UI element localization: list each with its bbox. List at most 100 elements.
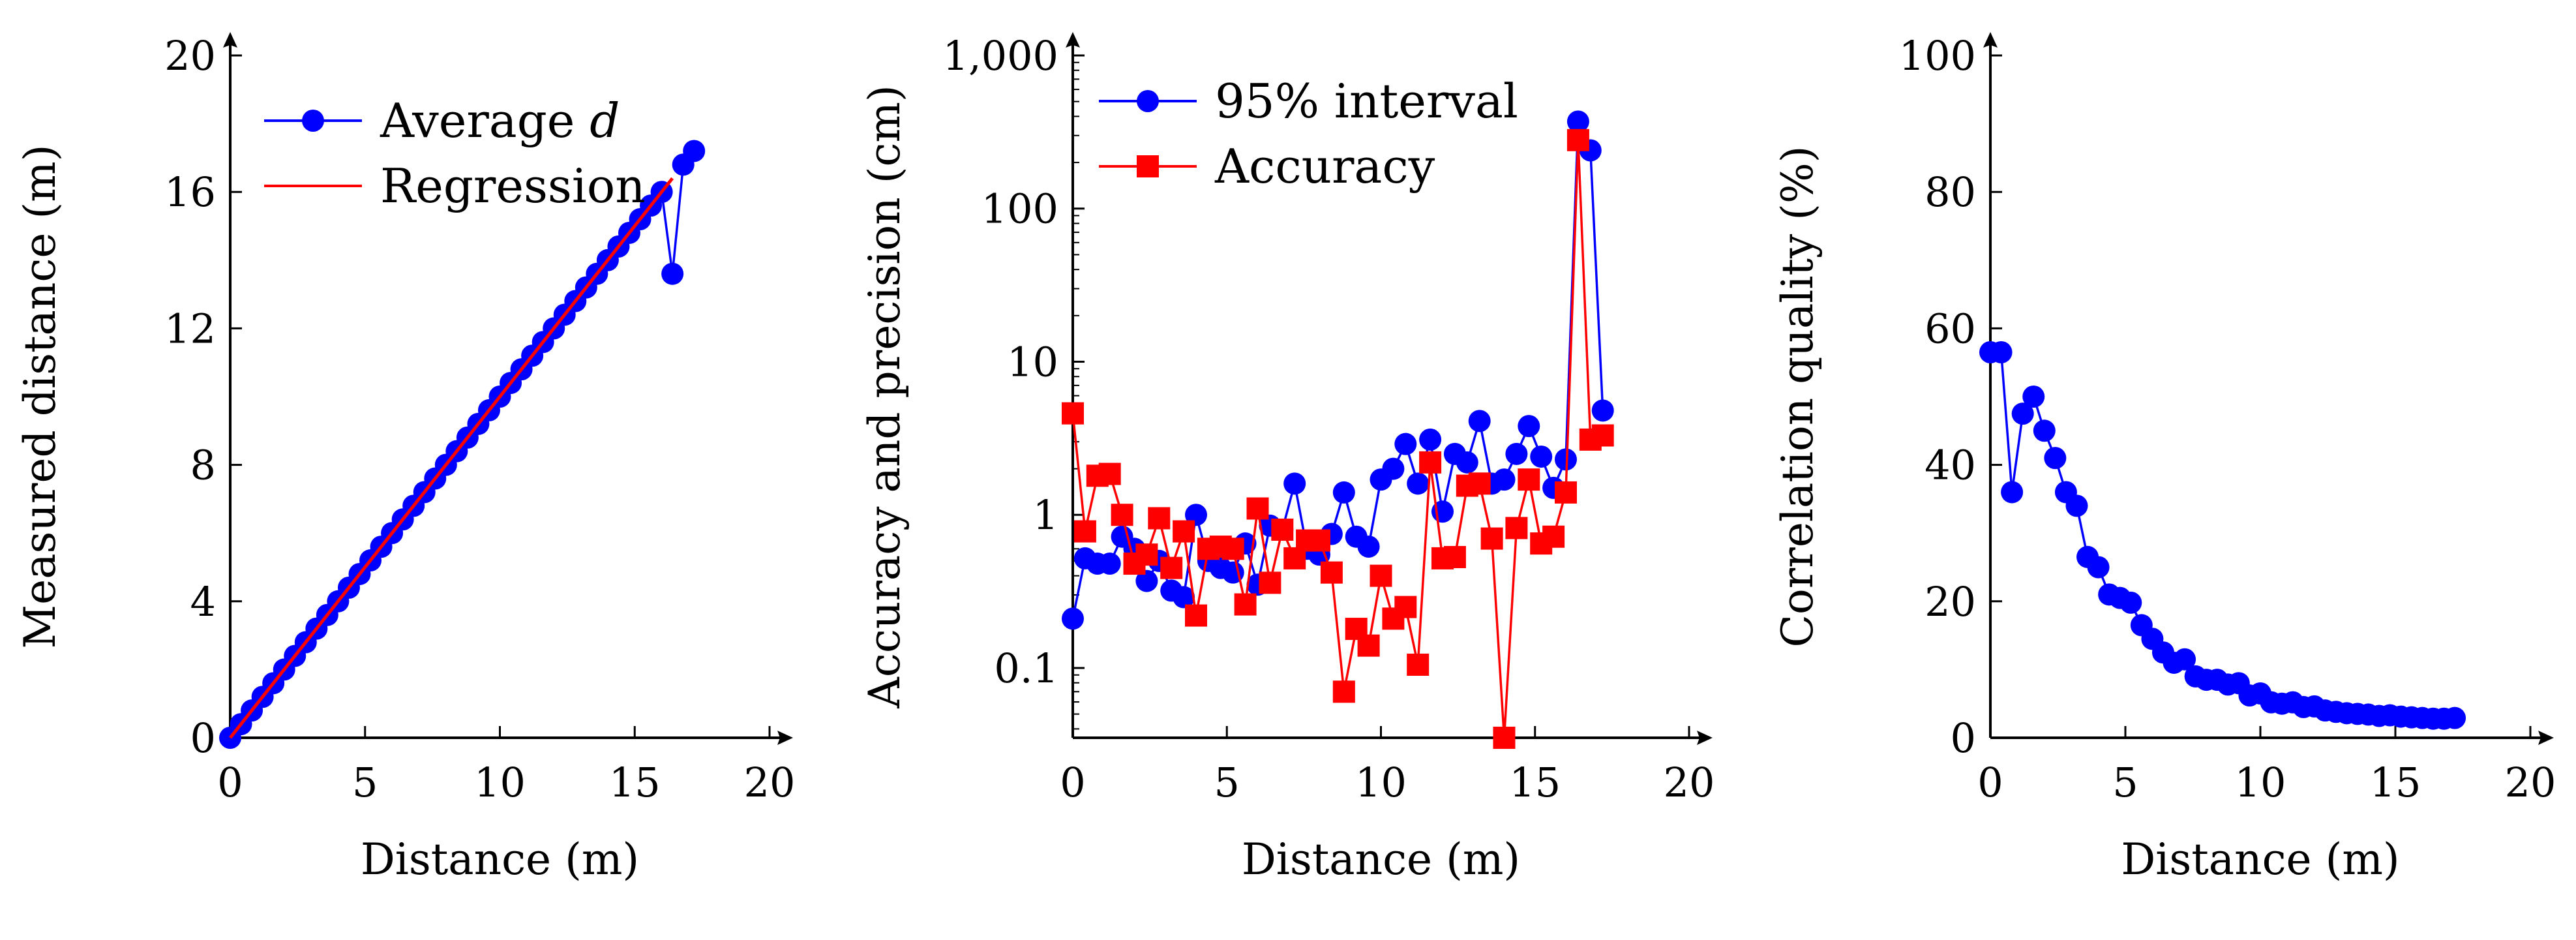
data-point-interval	[1382, 457, 1405, 480]
y-tick-label: 20	[164, 32, 216, 80]
data-point-interval	[1530, 445, 1553, 468]
data-point-cq	[2065, 494, 2088, 517]
data-point-acc	[1073, 520, 1096, 543]
data-point-acc	[1332, 680, 1355, 703]
y-axis-label: Measured distance (m)	[15, 145, 65, 649]
data-point-acc	[1407, 653, 1430, 676]
data-point-cq	[2119, 591, 2142, 614]
data-point-acc	[1493, 727, 1516, 749]
data-point-cq	[1990, 341, 2013, 364]
data-point-acc	[1271, 518, 1294, 541]
data-point-avg	[683, 140, 706, 162]
x-tick-label: 20	[744, 759, 796, 806]
data-point-interval	[1283, 472, 1306, 495]
legend-label-italic: d	[590, 93, 620, 148]
data-point-acc	[1320, 561, 1343, 584]
data-point-interval	[1566, 110, 1589, 133]
data-point-cq	[2001, 481, 2024, 504]
x-tick-label: 5	[2112, 759, 2138, 806]
x-tick-label: 0	[1060, 759, 1085, 806]
x-tick-label: 10	[1355, 759, 1407, 806]
x-tick-label: 20	[2505, 759, 2556, 806]
data-point-acc	[1234, 593, 1257, 616]
series-line-reg	[229, 177, 674, 739]
data-point-interval	[1419, 428, 1442, 451]
data-point-acc	[1173, 520, 1195, 543]
y-axis-arrow-icon	[1983, 32, 1998, 48]
legend-label-text: Accuracy	[1214, 139, 1435, 194]
data-point-acc	[1160, 556, 1183, 579]
legend-label: Accuracy	[1214, 139, 1435, 194]
data-point-acc	[1394, 596, 1417, 618]
x-tick-label: 5	[1214, 759, 1240, 806]
y-tick-label: 100	[1899, 32, 1976, 80]
data-point-acc	[1542, 525, 1565, 548]
y-axis-label: Correlation quality (%)	[1773, 145, 1823, 647]
data-point-acc	[1259, 571, 1281, 594]
legend-marker-icon	[1137, 155, 1159, 177]
data-point-acc	[1221, 538, 1244, 560]
y-axis-arrow-icon	[223, 32, 237, 48]
data-point-interval	[1357, 535, 1380, 558]
data-point-acc	[1246, 497, 1269, 520]
legend-marker-icon	[302, 110, 324, 132]
data-point-acc	[1148, 507, 1171, 530]
data-point-interval	[1394, 432, 1417, 455]
y-tick-label: 0.1	[994, 644, 1058, 692]
legend-label-text: Average	[380, 93, 590, 148]
data-point-cq	[2087, 556, 2110, 579]
y-tick-label: 1	[1033, 491, 1058, 539]
x-tick-label: 0	[217, 759, 243, 806]
data-point-interval	[1505, 442, 1528, 465]
series-line-cq	[1990, 351, 2455, 720]
data-point-acc	[1111, 504, 1133, 526]
y-axis-label: Accuracy and precision (cm)	[860, 85, 910, 709]
x-tick-label: 15	[1509, 759, 1561, 806]
data-point-acc	[1480, 527, 1503, 550]
data-point-cq	[2044, 447, 2067, 470]
data-point-acc	[1062, 402, 1084, 425]
data-point-interval	[1173, 586, 1195, 609]
data-point-interval	[1493, 468, 1516, 491]
x-tick-label: 10	[2235, 759, 2286, 806]
x-tick-label: 15	[609, 759, 661, 806]
x-axis-arrow-icon	[1697, 731, 1713, 745]
legend-label: Average d	[380, 93, 620, 148]
y-tick-label: 10	[1007, 338, 1058, 386]
x-tick-label: 5	[352, 759, 378, 806]
y-tick-label: 80	[1925, 168, 1976, 216]
data-point-acc	[1098, 462, 1121, 485]
data-point-acc	[1443, 545, 1466, 568]
data-point-interval	[1135, 569, 1158, 592]
data-point-avg	[661, 262, 684, 285]
x-tick-label: 15	[2370, 759, 2421, 806]
data-point-acc	[1357, 634, 1380, 657]
y-tick-label: 0	[190, 714, 216, 762]
x-tick-label: 20	[1664, 759, 1715, 806]
data-point-acc	[1185, 604, 1207, 627]
data-point-acc	[1591, 424, 1614, 447]
data-point-acc	[1468, 472, 1491, 495]
x-tick-label: 0	[1977, 759, 2003, 806]
chart-accuracy-precision: 0 5 10 15 20 0.1 1 10 100 1,000 Distance (m) Accura…	[860, 32, 1715, 885]
data-point-acc	[1135, 543, 1158, 566]
legend-label-text: 95% interval	[1215, 74, 1518, 129]
y-tick-label: 60	[1925, 305, 1976, 352]
y-tick-label: 40	[1925, 442, 1976, 489]
chart-measured-distance: 0 5 10 15 20 0 4 8 12 16 20 Distance (m) Measured di…	[15, 32, 795, 885]
y-tick-label: 4	[190, 578, 216, 626]
data-point-interval	[1591, 399, 1614, 422]
data-point-acc	[1308, 529, 1330, 552]
x-axis-label: Distance (m)	[361, 834, 639, 885]
y-tick-label: 20	[1925, 578, 1976, 626]
data-point-cq	[2174, 648, 2196, 671]
data-point-interval	[1456, 451, 1478, 474]
y-tick-label: 100	[981, 185, 1058, 233]
x-tick-label: 10	[474, 759, 526, 806]
legend-label: 95% interval	[1215, 74, 1518, 129]
y-axis-arrow-icon	[1066, 32, 1080, 48]
data-point-cq	[2444, 706, 2466, 729]
data-point-acc	[1566, 129, 1589, 151]
data-point-acc	[1370, 564, 1392, 587]
